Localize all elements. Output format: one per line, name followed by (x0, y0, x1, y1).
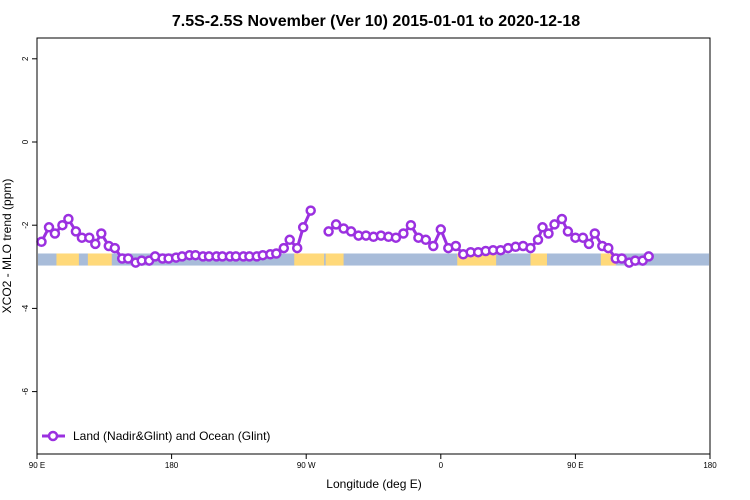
data-point-0-1-36 (583, 238, 595, 250)
y-axis: 2 0 -2 -4 -6 (21, 56, 37, 395)
data-point-0-0-13 (122, 253, 134, 264)
data-point-0-1-27 (525, 242, 536, 254)
data-point-0-0-5 (70, 226, 82, 237)
land-band-3 (325, 253, 344, 266)
x-axis-label: Longitude (deg E) (326, 477, 421, 491)
data-point-0-0-8 (90, 238, 101, 250)
data-point-0-1-30 (543, 228, 554, 239)
data-point-0-0-40 (305, 205, 316, 216)
data-point-0-0-11 (109, 242, 121, 254)
data-point-0-1-15 (435, 224, 447, 235)
legend-marker (47, 430, 59, 442)
data-point-0-1-39 (603, 242, 614, 254)
plot-frame (36, 37, 711, 455)
data-point-0-1-0 (323, 226, 334, 237)
y-tick-label-3: -4 (21, 304, 30, 312)
legend-label: Land (Nadir&Glint) and Ocean (Glint) (73, 429, 270, 443)
x-tick-label-2: 90 W (297, 461, 316, 470)
x-tick-label-0: 90 E (29, 461, 45, 470)
data-point-0-0-36 (278, 242, 290, 254)
data-point-0-1-13 (420, 234, 432, 246)
data-point-0-1-17 (450, 240, 462, 252)
data-point-0-1-32 (556, 213, 568, 225)
data-point-0-0-35 (271, 248, 282, 259)
y-tick-label-2: -2 (21, 221, 30, 229)
land-band-0 (56, 253, 79, 266)
data-point-0-1-3 (345, 226, 357, 237)
data-point-0-1-45 (643, 251, 654, 262)
data-point-0-0-39 (297, 222, 309, 233)
data-point-0-1-35 (577, 232, 589, 243)
legend: Land (Nadir&Glint) and Ocean (Glint) (42, 429, 270, 443)
x-axis: 90 E 180 90 W 0 90 E 180 (29, 454, 717, 470)
land-band-1 (87, 253, 112, 266)
data-point-0-1-28 (532, 234, 544, 246)
y-axis-label: XCO2 - MLO trend (ppm) (0, 179, 14, 314)
data-point-0-1-10 (398, 228, 409, 239)
data-point-0-0-0 (36, 236, 47, 248)
data-point-0-1-9 (390, 232, 402, 243)
x-tick-label-3: 0 (439, 461, 444, 470)
data-point-0-0-3 (57, 219, 68, 231)
y-tick-label-0: 2 (21, 56, 30, 61)
data-point-0-0-4 (63, 213, 74, 225)
data-point-0-1-11 (405, 219, 417, 231)
chart-title: 7.5S-2.5S November (Ver 10) 2015-01-01 t… (172, 13, 580, 30)
x-tick-label-4: 90 E (567, 461, 583, 470)
data-point-0-1-41 (616, 253, 628, 264)
y-tick-label-4: -6 (21, 387, 30, 395)
series-points (36, 205, 654, 268)
x-tick-label-1: 180 (165, 461, 179, 470)
land-band-2 (294, 253, 325, 266)
data-point-0-1-29 (537, 222, 548, 233)
data-point-0-0-9 (96, 228, 107, 239)
data-point-0-0-2 (49, 228, 61, 239)
data-point-0-1-33 (562, 226, 574, 237)
data-point-0-0-7 (84, 232, 95, 243)
x-tick-label-5: 180 (703, 461, 717, 470)
land-band-5 (530, 253, 547, 266)
y-tick-label-1: 0 (21, 139, 30, 144)
data-point-0-1-37 (589, 228, 601, 239)
data-point-0-0-1 (43, 222, 55, 233)
data-point-0-0-38 (291, 242, 303, 254)
data-point-0-1-31 (549, 219, 560, 230)
data-point-0-1-1 (330, 219, 342, 230)
data-point-0-0-37 (284, 234, 295, 246)
data-point-0-1-14 (428, 240, 439, 252)
